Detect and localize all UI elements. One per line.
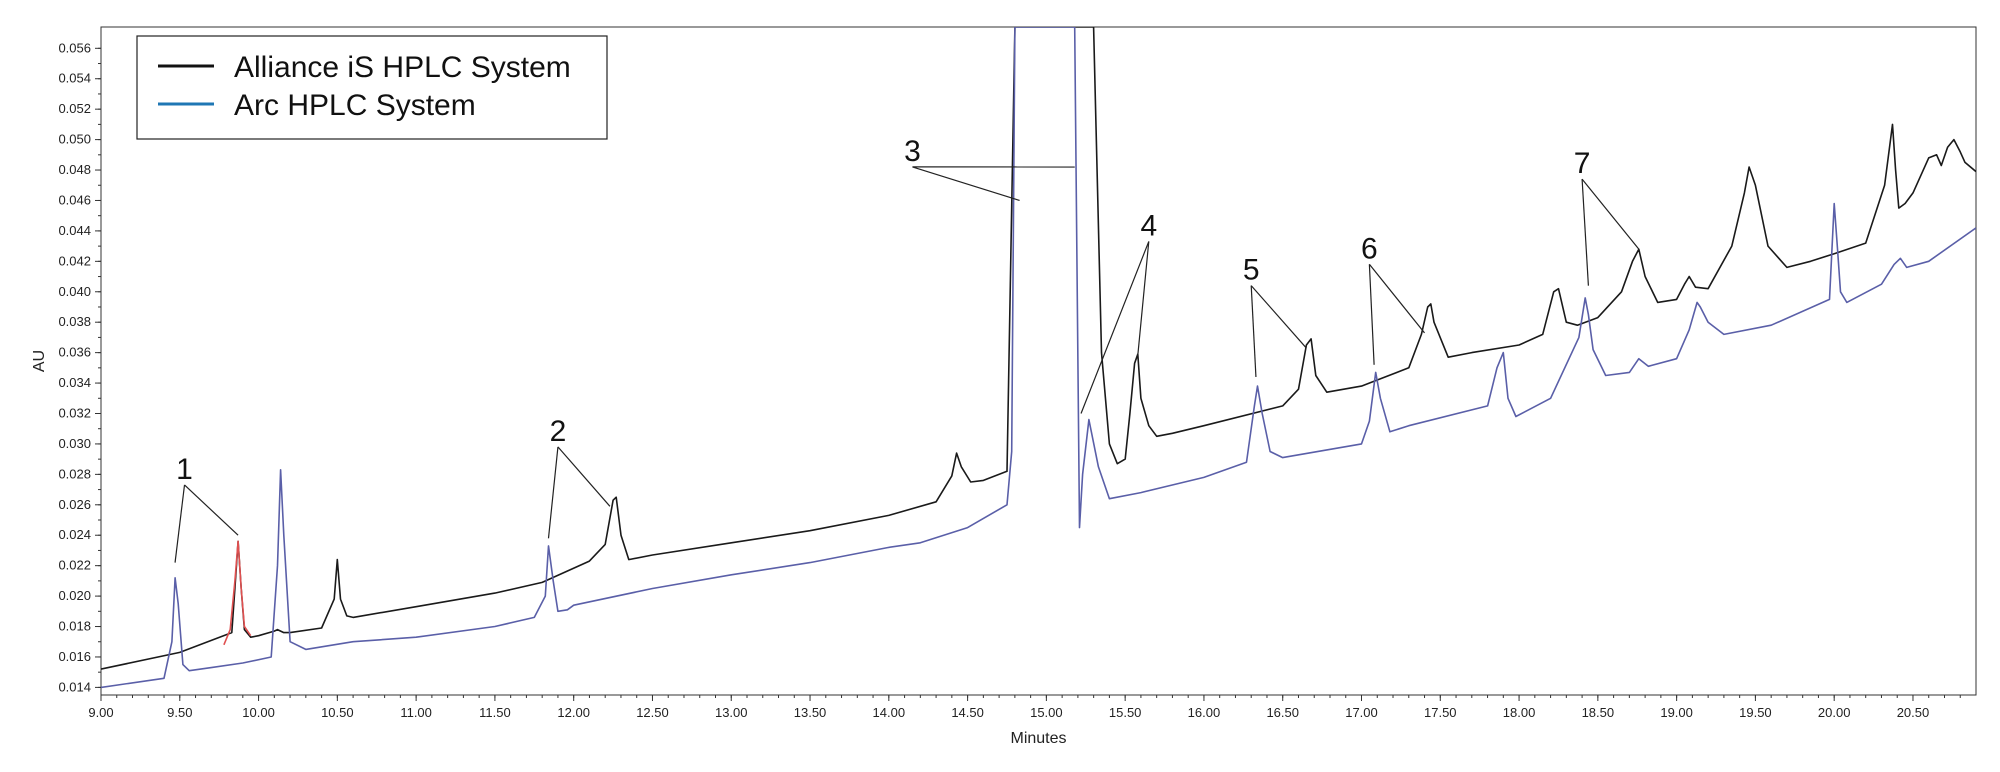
x-tick-label: 10.00 [242,705,275,720]
annotation-leader [1369,264,1424,333]
x-tick-label: 9.00 [88,705,113,720]
x-tick-label: 13.00 [715,705,748,720]
y-tick-label: 0.018 [58,619,91,634]
x-tick-label: 16.00 [1188,705,1221,720]
y-tick-label: 0.036 [58,345,91,360]
x-tick-label: 17.50 [1424,705,1457,720]
annotation-leader [175,485,184,563]
annotation-leader [1369,264,1374,365]
annotation-leader [912,167,1019,201]
x-tick-label: 18.50 [1582,705,1615,720]
annotation-leader [185,485,239,535]
y-tick-label: 0.030 [58,436,91,451]
series-line-highlight [224,541,251,645]
x-axis-label: Minutes [1010,730,1066,747]
y-tick-label: 0.024 [58,527,91,542]
annotation-leader [1582,179,1588,286]
x-tick-label: 19.00 [1660,705,1693,720]
annotation-label: 7 [1574,147,1591,180]
x-tick-label: 10.50 [321,705,354,720]
y-tick-label: 0.014 [58,679,91,694]
y-tick-label: 0.048 [58,162,91,177]
y-tick-label: 0.054 [58,71,91,86]
annotation-leader [1138,241,1149,355]
x-tick-label: 11.50 [479,705,511,720]
x-tick-label: 18.00 [1503,705,1536,720]
x-tick-label: 15.00 [1030,705,1063,720]
y-tick-label: 0.040 [58,284,91,299]
y-tick-label: 0.056 [58,40,91,55]
x-tick-label: 13.50 [794,705,827,720]
annotation-label: 2 [550,415,567,448]
x-tick-label: 9.50 [167,705,192,720]
annotation-leader [1251,286,1306,348]
y-tick-label: 0.028 [58,466,91,481]
y-tick-label: 0.016 [58,649,91,664]
y-tick-label: 0.020 [58,588,91,603]
y-tick-label: 0.034 [58,375,91,390]
annotation-leader [548,447,557,538]
legend-label: Arc HPLC System [234,89,476,122]
x-tick-label: 17.00 [1345,705,1378,720]
x-tick-label: 14.50 [951,705,984,720]
annotation-leader [1081,241,1149,413]
x-tick-label: 20.50 [1897,705,1930,720]
y-tick-label: 0.044 [58,223,91,238]
y-tick-label: 0.022 [58,558,91,573]
y-tick-label: 0.042 [58,253,91,268]
x-tick-label: 15.50 [1109,705,1142,720]
x-tick-label: 12.50 [636,705,669,720]
annotation-label: 3 [904,135,921,168]
annotation-leader [1251,286,1256,377]
x-tick-label: 16.50 [1266,705,1299,720]
annotation-leader [558,447,610,506]
y-tick-label: 0.050 [58,132,91,147]
x-tick-label: 12.00 [557,705,590,720]
y-tick-label: 0.026 [58,497,91,512]
y-tick-label: 0.052 [58,101,91,116]
annotation-leader [1582,179,1639,249]
legend: Alliance iS HPLC System Arc HPLC System [137,36,607,139]
legend-label: Alliance iS HPLC System [234,51,571,84]
x-tick-label: 11.00 [400,705,432,720]
annotation-label: 4 [1140,209,1157,242]
y-tick-label: 0.038 [58,314,91,329]
y-tick-label: 0.046 [58,192,91,207]
x-tick-label: 14.00 [873,705,906,720]
annotation-label: 1 [176,453,193,486]
annotation-label: 5 [1243,254,1260,287]
y-tick-label: 0.032 [58,405,91,420]
x-tick-label: 19.50 [1739,705,1772,720]
annotation-label: 6 [1361,232,1378,265]
y-axis-label: AU [31,350,48,372]
x-tick-label: 20.00 [1818,705,1851,720]
